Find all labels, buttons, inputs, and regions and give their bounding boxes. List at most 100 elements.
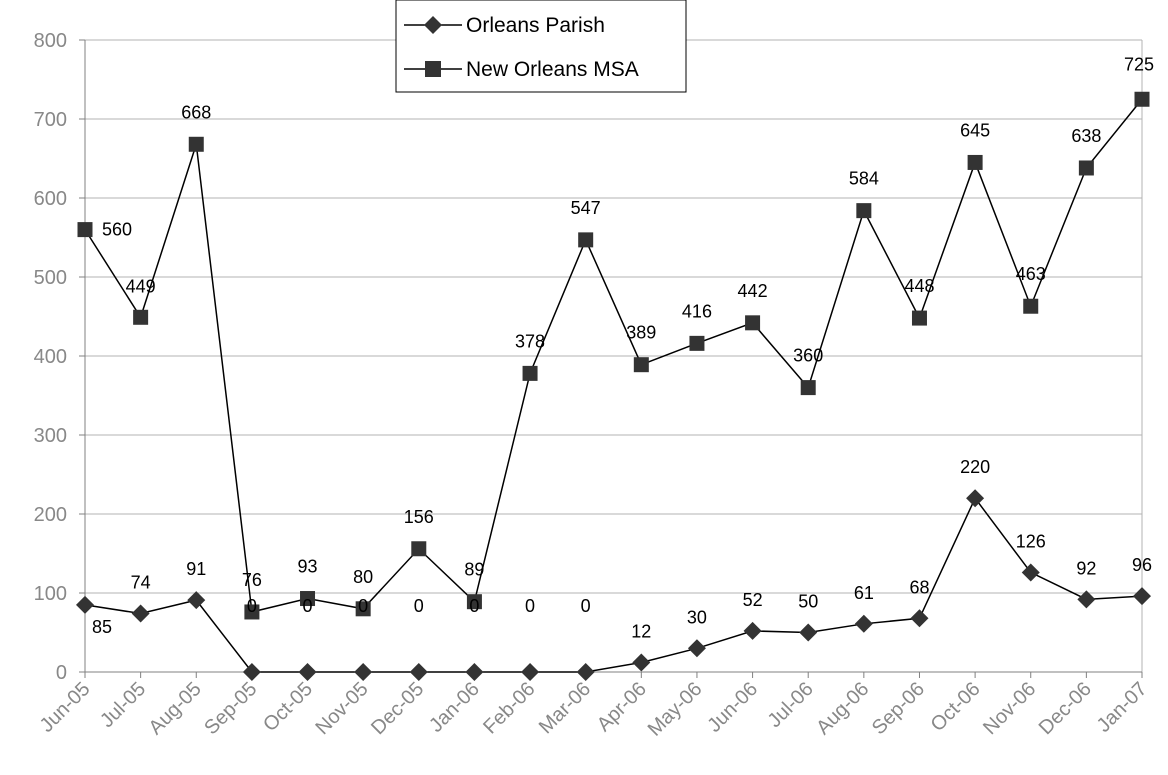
data-label-new-orleans-msa: 645 — [960, 120, 990, 140]
data-label-new-orleans-msa: 638 — [1071, 126, 1101, 146]
data-point-square — [578, 232, 594, 248]
data-point-diamond — [854, 614, 873, 633]
data-point-diamond — [131, 604, 150, 623]
data-label-new-orleans-msa: 584 — [849, 169, 879, 189]
data-label-orleans-parish: 0 — [247, 596, 257, 616]
data-point-diamond — [799, 623, 818, 642]
data-point-diamond — [298, 663, 317, 681]
data-point-square — [522, 365, 538, 381]
x-tick-label: May-06 — [644, 678, 707, 741]
data-label-orleans-parish: 68 — [909, 577, 929, 597]
data-label-new-orleans-msa: 560 — [102, 220, 132, 240]
data-label-orleans-parish: 85 — [92, 617, 112, 637]
y-tick-label: 800 — [34, 30, 67, 52]
data-label-orleans-parish: 0 — [358, 596, 368, 616]
x-tick-label: Jul-06 — [764, 678, 818, 732]
data-label-new-orleans-msa: 449 — [126, 276, 156, 296]
data-labels: 85 74 91 0 0 0 0 0 0 0 12 30 52 50 61 68 220 126 92 96 560 44… — [92, 54, 1154, 641]
data-label-new-orleans-msa: 378 — [515, 331, 545, 351]
data-label-new-orleans-msa: 668 — [181, 102, 211, 122]
data-point-diamond — [187, 591, 206, 610]
data-point-square — [745, 315, 761, 331]
data-label-orleans-parish: 126 — [1016, 531, 1046, 551]
x-axis-tick-labels: Jun-05 Jul-05Aug-05Sep-05Oct-05Nov-05Dec-… — [36, 678, 1152, 741]
data-label-orleans-parish: 0 — [414, 596, 424, 616]
data-label-new-orleans-msa: 89 — [464, 560, 484, 580]
x-tick-label: Dec-06 — [1035, 678, 1096, 739]
data-label-new-orleans-msa: 448 — [904, 276, 934, 296]
x-tick-label: Sep-06 — [868, 678, 929, 739]
legend-box — [395, 0, 687, 93]
data-point-diamond — [1021, 563, 1040, 582]
x-tick-label: Jun-05 — [36, 678, 95, 737]
data-label-orleans-parish: 0 — [581, 596, 591, 616]
data-point-square — [633, 357, 649, 373]
data-point-diamond — [1077, 590, 1096, 609]
data-point-square — [188, 136, 204, 152]
legend-label-new-orleans-msa: New Orleans MSA — [466, 58, 639, 81]
data-label-orleans-parish: 0 — [303, 596, 313, 616]
data-label-new-orleans-msa: 93 — [298, 557, 318, 577]
data-label-orleans-parish: 220 — [960, 457, 990, 477]
data-label-orleans-parish: 61 — [854, 583, 874, 603]
y-tick-label: 0 — [56, 662, 67, 684]
data-label-orleans-parish: 30 — [687, 607, 707, 627]
x-tick-label: Aug-05 — [145, 678, 206, 739]
data-label-orleans-parish: 74 — [131, 573, 151, 593]
series-line-orleans-parish — [84, 496, 1143, 673]
data-point-square — [967, 154, 983, 170]
x-tick-label: Jan-07 — [1093, 678, 1152, 737]
data-label-orleans-parish: 0 — [525, 596, 535, 616]
data-label-new-orleans-msa: 360 — [793, 346, 823, 366]
legend-label-orleans-parish: Orleans Parish — [466, 14, 605, 37]
data-point-square — [800, 380, 816, 396]
data-label-new-orleans-msa: 389 — [626, 323, 656, 343]
data-point-diamond — [465, 663, 484, 681]
data-point-diamond — [242, 663, 261, 681]
data-point-diamond — [910, 609, 929, 628]
data-point-square — [856, 203, 872, 219]
x-tick-label: Apr-06 — [593, 678, 651, 736]
x-tick-label: Oct-06 — [927, 678, 985, 736]
data-label-orleans-parish: 91 — [186, 559, 206, 579]
y-tick-label: 500 — [34, 267, 67, 289]
data-label-orleans-parish: 96 — [1132, 555, 1152, 575]
x-tick-label: Nov-05 — [312, 678, 373, 739]
series-lines — [76, 91, 1151, 681]
data-label-orleans-parish: 50 — [798, 592, 818, 612]
y-tick-label: 600 — [34, 188, 67, 210]
x-tick-label: Jun-06 — [703, 678, 762, 737]
data-label-new-orleans-msa: 463 — [1016, 264, 1046, 284]
data-point-diamond — [521, 663, 540, 681]
data-point-diamond — [687, 639, 706, 658]
y-tick-label: 200 — [34, 504, 67, 526]
y-tick-label: 700 — [34, 109, 67, 131]
data-point-square — [355, 601, 371, 617]
x-tick-label: Sep-05 — [200, 678, 261, 739]
x-tick-label: Feb-06 — [479, 678, 539, 738]
y-tick-label: 400 — [34, 346, 67, 368]
x-tick-label: Oct-05 — [259, 678, 317, 736]
x-tick-label: Aug-06 — [812, 678, 873, 739]
legend-marker-diamond — [424, 16, 442, 34]
data-label-new-orleans-msa: 80 — [353, 567, 373, 587]
data-label-new-orleans-msa: 442 — [738, 281, 768, 301]
y-axis-tick-labels: 0 100 200 300 400 500 600 700 800 — [34, 30, 67, 684]
data-point-square — [1134, 91, 1150, 107]
y-tick-label: 300 — [34, 425, 67, 447]
legend: Orleans Parish New Orleans MSA — [395, 0, 687, 93]
data-point-square — [300, 591, 316, 607]
series-line-new-orleans-msa — [84, 98, 1143, 613]
data-point-square — [133, 309, 149, 325]
x-tick-label: Jan-06 — [425, 678, 484, 737]
data-point-diamond — [966, 489, 985, 508]
data-label-new-orleans-msa: 725 — [1124, 54, 1154, 74]
x-tick-label: Nov-06 — [979, 678, 1040, 739]
data-label-new-orleans-msa: 156 — [404, 507, 434, 527]
data-label-orleans-parish: 92 — [1076, 558, 1096, 578]
data-point-diamond — [354, 663, 373, 681]
data-label-orleans-parish: 12 — [631, 622, 651, 642]
data-point-diamond — [76, 595, 94, 614]
data-point-square — [689, 335, 705, 351]
